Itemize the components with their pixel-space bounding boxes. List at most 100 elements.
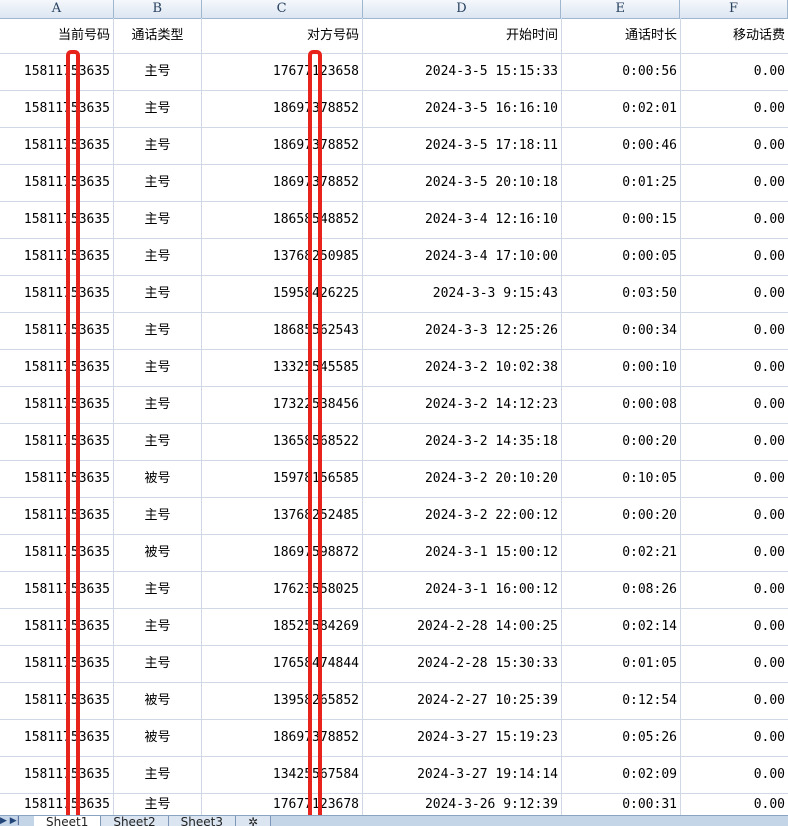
start-time-cell[interactable]: 2024-3-2 22:00:12 bbox=[363, 498, 562, 534]
start-time-cell[interactable]: 2024-3-5 17:18:11 bbox=[363, 128, 562, 164]
other-number-cell[interactable]: 17658474844 bbox=[202, 646, 363, 682]
duration-cell[interactable]: 0:08:26 bbox=[562, 572, 681, 608]
duration-cell[interactable]: 0:00:34 bbox=[562, 313, 681, 349]
other-number-cell[interactable]: 18658548852 bbox=[202, 202, 363, 238]
fee-cell[interactable]: 0.00 bbox=[681, 313, 788, 349]
other-number-cell[interactable]: 18697378852 bbox=[202, 91, 363, 127]
fee-cell[interactable]: 0.00 bbox=[681, 91, 788, 127]
other-number-cell[interactable]: 18685562543 bbox=[202, 313, 363, 349]
start-time-cell[interactable]: 2024-2-28 14:00:25 bbox=[363, 609, 562, 645]
header-cell[interactable]: 移动话费 bbox=[681, 18, 788, 53]
fee-cell[interactable]: 0.00 bbox=[681, 165, 788, 201]
fee-cell[interactable]: 0.00 bbox=[681, 239, 788, 275]
current-number-cell[interactable]: 15811753635 bbox=[0, 609, 114, 645]
other-number-cell[interactable]: 15958426225 bbox=[202, 276, 363, 312]
current-number-cell[interactable]: 15811753635 bbox=[0, 646, 114, 682]
other-number-cell[interactable]: 17623558025 bbox=[202, 572, 363, 608]
call-type-cell[interactable]: 主号 bbox=[114, 646, 202, 682]
call-type-cell[interactable]: 主号 bbox=[114, 387, 202, 423]
fee-cell[interactable]: 0.00 bbox=[681, 794, 788, 815]
header-cell[interactable]: 通话类型 bbox=[114, 18, 202, 53]
start-time-cell[interactable]: 2024-3-27 19:14:14 bbox=[363, 757, 562, 793]
header-cell[interactable]: 对方号码 bbox=[202, 18, 363, 53]
column-header-d[interactable]: D bbox=[363, 0, 562, 18]
fee-cell[interactable]: 0.00 bbox=[681, 572, 788, 608]
fee-cell[interactable]: 0.00 bbox=[681, 202, 788, 238]
current-number-cell[interactable]: 15811753635 bbox=[0, 239, 114, 275]
current-number-cell[interactable]: 15811753635 bbox=[0, 202, 114, 238]
call-type-cell[interactable]: 主号 bbox=[114, 609, 202, 645]
current-number-cell[interactable]: 15811753635 bbox=[0, 424, 114, 460]
other-number-cell[interactable]: 13768250985 bbox=[202, 239, 363, 275]
current-number-cell[interactable]: 15811753635 bbox=[0, 350, 114, 386]
start-time-cell[interactable]: 2024-3-4 12:16:10 bbox=[363, 202, 562, 238]
start-time-cell[interactable]: 2024-3-5 15:15:33 bbox=[363, 54, 562, 90]
column-header-b[interactable]: B bbox=[114, 0, 202, 18]
start-time-cell[interactable]: 2024-3-5 20:10:18 bbox=[363, 165, 562, 201]
column-header-c[interactable]: C bbox=[202, 0, 363, 18]
start-time-cell[interactable]: 2024-3-2 14:12:23 bbox=[363, 387, 562, 423]
header-cell[interactable]: 开始时间 bbox=[363, 18, 562, 53]
current-number-cell[interactable]: 15811753635 bbox=[0, 461, 114, 497]
fee-cell[interactable]: 0.00 bbox=[681, 128, 788, 164]
current-number-cell[interactable]: 15811753635 bbox=[0, 128, 114, 164]
start-time-cell[interactable]: 2024-3-3 12:25:26 bbox=[363, 313, 562, 349]
start-time-cell[interactable]: 2024-3-2 10:02:38 bbox=[363, 350, 562, 386]
current-number-cell[interactable]: 15811753635 bbox=[0, 313, 114, 349]
call-type-cell[interactable]: 主号 bbox=[114, 165, 202, 201]
call-type-cell[interactable]: 主号 bbox=[114, 498, 202, 534]
current-number-cell[interactable]: 15811753635 bbox=[0, 54, 114, 90]
current-number-cell[interactable]: 15811753635 bbox=[0, 757, 114, 793]
current-number-cell[interactable]: 15811753635 bbox=[0, 683, 114, 719]
fee-cell[interactable]: 0.00 bbox=[681, 720, 788, 756]
other-number-cell[interactable]: 18697378852 bbox=[202, 128, 363, 164]
insert-sheet-icon[interactable]: ✲ bbox=[235, 816, 272, 826]
sheet-nav-arrows-icon[interactable]: ▶ ▶| bbox=[0, 816, 20, 826]
other-number-cell[interactable]: 13658568522 bbox=[202, 424, 363, 460]
call-type-cell[interactable]: 被号 bbox=[114, 461, 202, 497]
fee-cell[interactable]: 0.00 bbox=[681, 535, 788, 571]
fee-cell[interactable]: 0.00 bbox=[681, 387, 788, 423]
duration-cell[interactable]: 0:02:14 bbox=[562, 609, 681, 645]
duration-cell[interactable]: 0:02:01 bbox=[562, 91, 681, 127]
start-time-cell[interactable]: 2024-3-27 15:19:23 bbox=[363, 720, 562, 756]
call-type-cell[interactable]: 被号 bbox=[114, 683, 202, 719]
fee-cell[interactable]: 0.00 bbox=[681, 609, 788, 645]
current-number-cell[interactable]: 15811753635 bbox=[0, 91, 114, 127]
current-number-cell[interactable]: 15811753635 bbox=[0, 572, 114, 608]
call-type-cell[interactable]: 主号 bbox=[114, 54, 202, 90]
start-time-cell[interactable]: 2024-3-2 20:10:20 bbox=[363, 461, 562, 497]
sheet-tab-1[interactable]: Sheet1 bbox=[34, 816, 102, 826]
fee-cell[interactable]: 0.00 bbox=[681, 424, 788, 460]
fee-cell[interactable]: 0.00 bbox=[681, 461, 788, 497]
column-header-a[interactable]: A bbox=[0, 0, 114, 18]
current-number-cell[interactable]: 15811753635 bbox=[0, 498, 114, 534]
start-time-cell[interactable]: 2024-3-5 16:16:10 bbox=[363, 91, 562, 127]
current-number-cell[interactable]: 15811753635 bbox=[0, 387, 114, 423]
start-time-cell[interactable]: 2024-2-28 15:30:33 bbox=[363, 646, 562, 682]
column-header-f[interactable]: F bbox=[680, 0, 788, 18]
duration-cell[interactable]: 0:02:21 bbox=[562, 535, 681, 571]
call-type-cell[interactable]: 主号 bbox=[114, 239, 202, 275]
duration-cell[interactable]: 0:00:20 bbox=[562, 498, 681, 534]
other-number-cell[interactable]: 13768252485 bbox=[202, 498, 363, 534]
start-time-cell[interactable]: 2024-3-2 14:35:18 bbox=[363, 424, 562, 460]
start-time-cell[interactable]: 2024-2-27 10:25:39 bbox=[363, 683, 562, 719]
fee-cell[interactable]: 0.00 bbox=[681, 276, 788, 312]
call-type-cell[interactable]: 被号 bbox=[114, 720, 202, 756]
other-number-cell[interactable]: 15978156585 bbox=[202, 461, 363, 497]
duration-cell[interactable]: 0:00:56 bbox=[562, 54, 681, 90]
fee-cell[interactable]: 0.00 bbox=[681, 54, 788, 90]
call-type-cell[interactable]: 主号 bbox=[114, 202, 202, 238]
other-number-cell[interactable]: 13958265852 bbox=[202, 683, 363, 719]
current-number-cell[interactable]: 15811753635 bbox=[0, 165, 114, 201]
current-number-cell[interactable]: 15811753635 bbox=[0, 535, 114, 571]
duration-cell[interactable]: 0:00:05 bbox=[562, 239, 681, 275]
duration-cell[interactable]: 0:01:05 bbox=[562, 646, 681, 682]
duration-cell[interactable]: 0:02:09 bbox=[562, 757, 681, 793]
fee-cell[interactable]: 0.00 bbox=[681, 646, 788, 682]
start-time-cell[interactable]: 2024-3-26 9:12:39 bbox=[363, 794, 562, 815]
duration-cell[interactable]: 0:12:54 bbox=[562, 683, 681, 719]
duration-cell[interactable]: 0:01:25 bbox=[562, 165, 681, 201]
call-type-cell[interactable]: 主号 bbox=[114, 424, 202, 460]
